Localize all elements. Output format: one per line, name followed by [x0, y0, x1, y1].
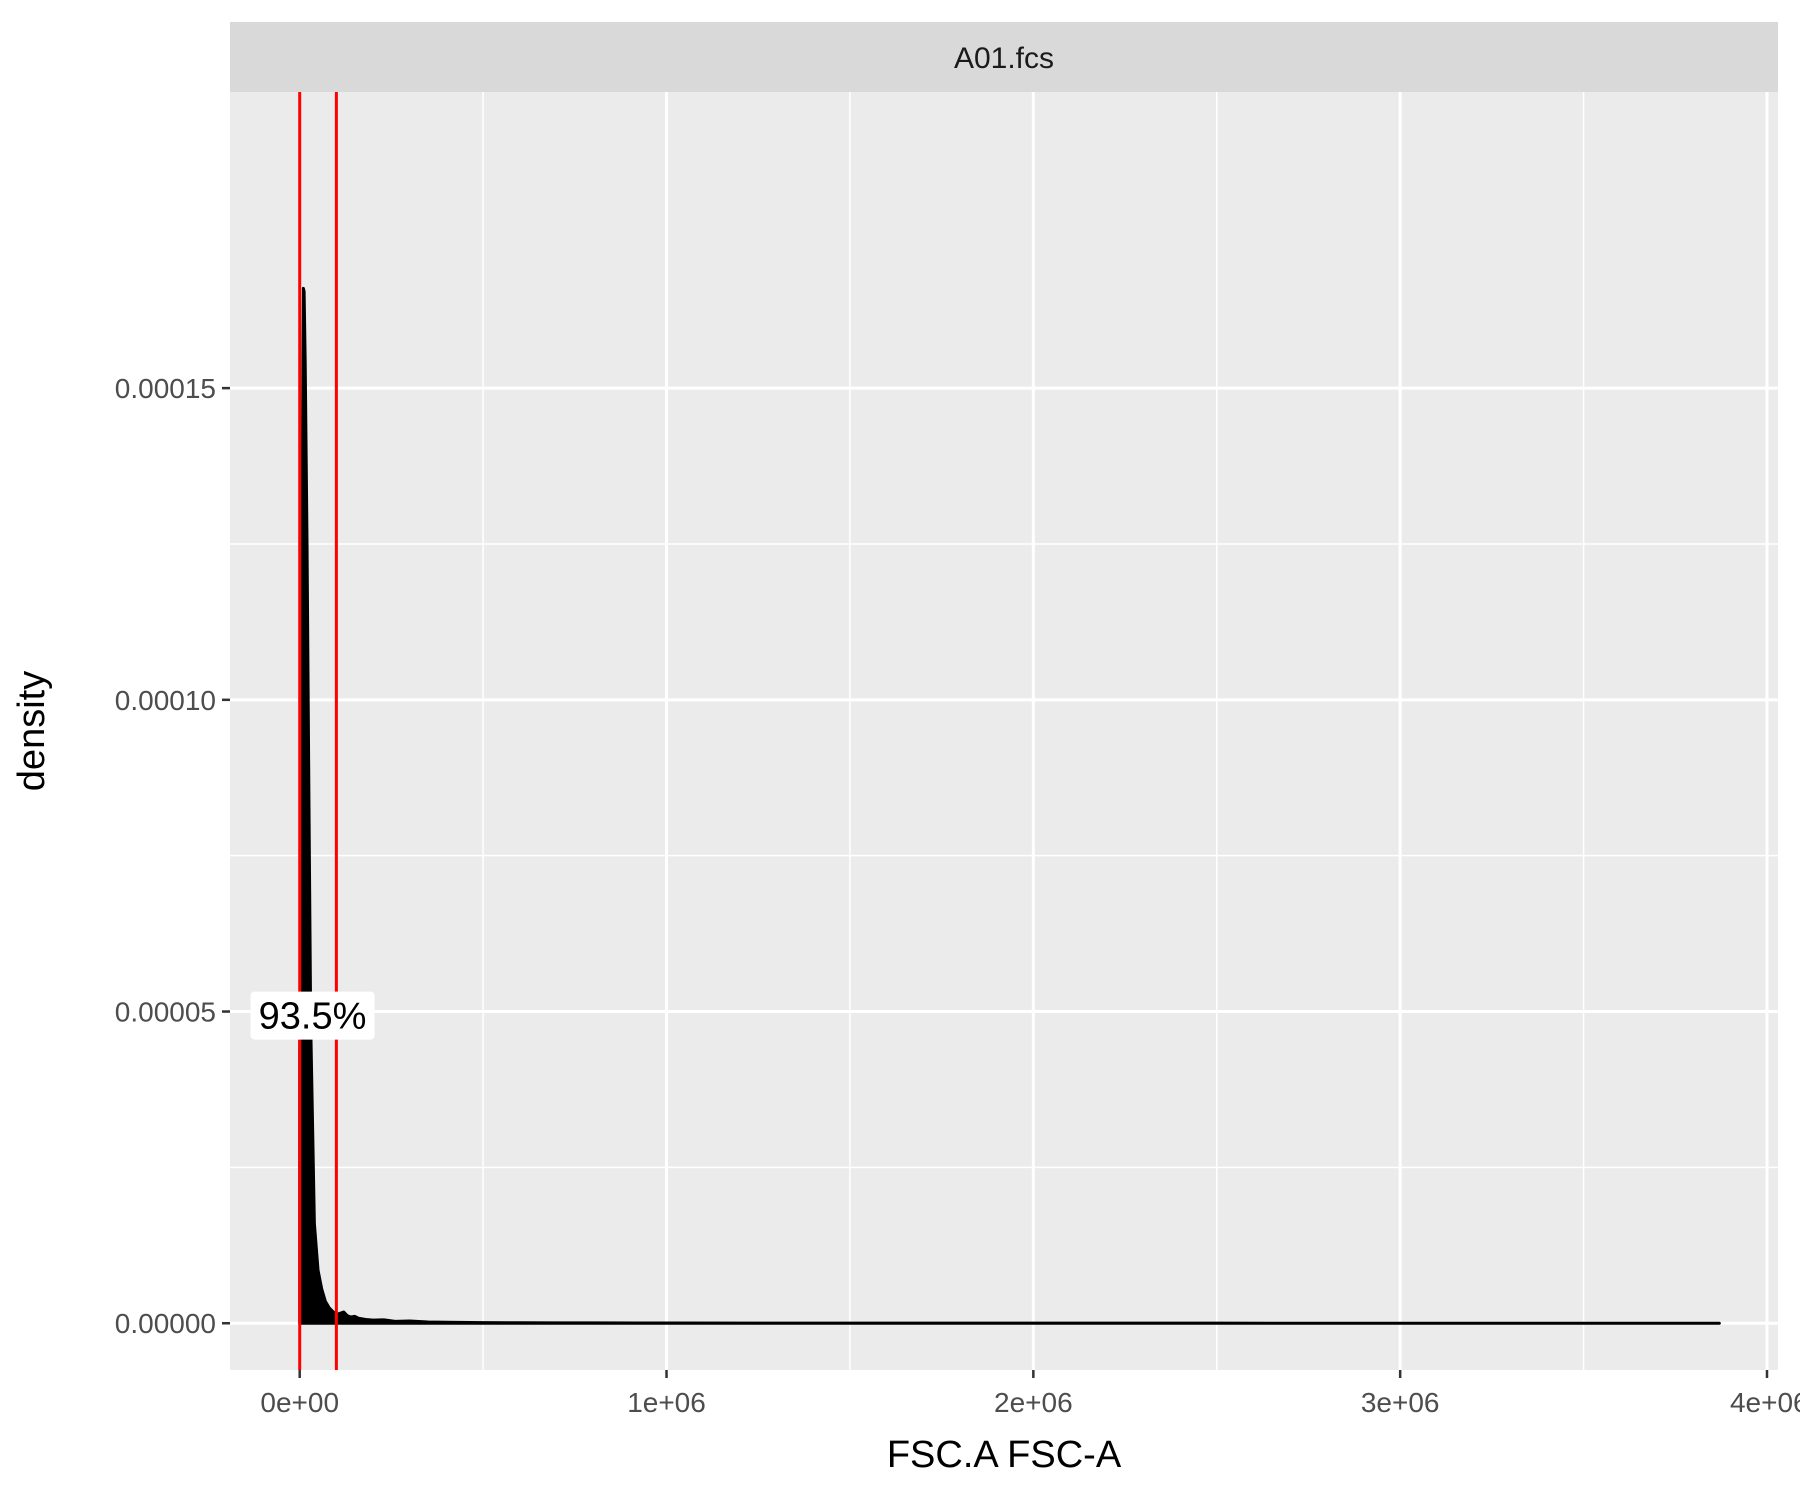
density-area — [298, 286, 1721, 1325]
annotation-background — [250, 991, 375, 1040]
x-axis-title: FSC.A FSC-A — [887, 1434, 1122, 1476]
y-tick-label: 0.00015 — [115, 373, 216, 404]
x-axis: 0e+00 1e+06 2e+06 3e+06 4e+06 — [260, 1370, 1800, 1418]
x-tick-label: 1e+06 — [627, 1387, 706, 1418]
x-tick-label: 3e+06 — [1361, 1387, 1440, 1418]
x-tick-label: 2e+06 — [994, 1387, 1073, 1418]
y-tick-label: 0.00010 — [115, 685, 216, 716]
y-axis: 0.00000 0.00005 0.00010 0.00015 — [115, 373, 230, 1339]
x-tick-label: 4e+06 — [1730, 1387, 1800, 1418]
gate-percentage-annotation: 93.5% — [250, 991, 375, 1040]
minor-gridlines — [230, 92, 1778, 1370]
y-tick-label: 0.00005 — [115, 997, 216, 1028]
facet-strip — [230, 22, 1778, 92]
plot-panel — [230, 92, 1778, 1370]
y-tick-label: 0.00000 — [115, 1308, 216, 1339]
facet-label: A01.fcs — [954, 42, 1054, 75]
gate-lines — [298, 92, 338, 1370]
x-tick-label: 0e+00 — [260, 1387, 339, 1418]
y-axis-title: density — [11, 671, 53, 791]
gate-percentage-label: 93.5% — [259, 996, 367, 1038]
